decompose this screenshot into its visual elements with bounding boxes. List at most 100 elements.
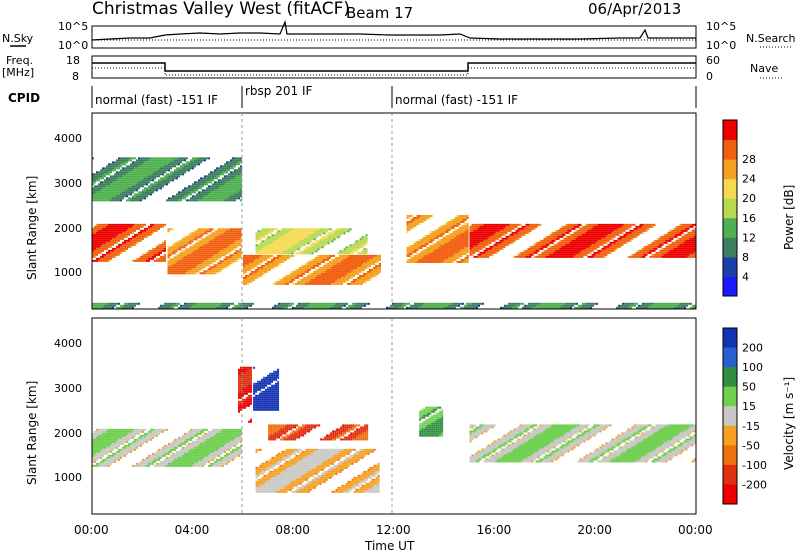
heatmap-cell	[677, 245, 680, 248]
heatmap-cell	[128, 245, 130, 248]
heatmap-cell	[643, 229, 646, 232]
heatmap-cell	[669, 255, 672, 258]
heatmap-cell	[112, 243, 114, 246]
heatmap-cell	[444, 230, 447, 233]
heatmap-cell	[685, 247, 688, 250]
heatmap-cell	[152, 227, 154, 230]
heatmap-cell	[122, 195, 124, 198]
heatmap-cell	[181, 238, 184, 241]
heatmap-cell	[122, 223, 124, 226]
heatmap-cell	[689, 235, 692, 238]
heatmap-cell	[201, 272, 204, 275]
heatmap-cell	[563, 229, 566, 232]
heatmap-cell	[231, 254, 234, 257]
heatmap-cell	[565, 239, 568, 242]
heatmap-cell	[495, 231, 498, 234]
heatmap-cell	[197, 232, 200, 235]
heatmap-cell	[179, 246, 182, 249]
heatmap-cell	[424, 242, 427, 245]
heatmap-cell	[251, 280, 253, 283]
heatmap-cell	[160, 255, 162, 258]
heatmap-cell	[305, 246, 308, 249]
heatmap-cell	[615, 223, 618, 226]
heatmap-cell	[199, 272, 202, 275]
heatmap-cell	[108, 189, 110, 192]
heatmap-cell	[337, 270, 339, 273]
heatmap-cell	[428, 258, 431, 261]
heatmap-cell	[118, 163, 120, 166]
heatmap-cell	[501, 229, 504, 232]
heatmap-cell	[493, 247, 496, 250]
heatmap-cell	[619, 223, 622, 226]
heatmap-cell	[291, 254, 293, 257]
heatmap-cell	[114, 191, 116, 194]
heatmap-cell	[553, 251, 556, 254]
heatmap-cell	[458, 214, 461, 217]
heatmap-cell	[426, 260, 429, 263]
heatmap-cell	[355, 270, 357, 273]
heatmap-cell	[551, 255, 554, 258]
heatmap-cell	[525, 229, 528, 232]
heatmap-cell	[479, 235, 482, 238]
heatmap-cell	[136, 259, 138, 262]
heatmap-cell	[185, 252, 188, 255]
heatmap-cell	[307, 262, 309, 265]
heatmap-cell	[426, 254, 429, 257]
heatmap-cell	[491, 237, 494, 240]
heatmap-cell	[434, 242, 437, 245]
heatmap-cell	[587, 233, 590, 236]
heatmap-cell	[279, 240, 282, 243]
heatmap-cell	[195, 236, 198, 239]
heatmap-cell	[565, 255, 568, 258]
heatmap-cell	[523, 253, 526, 256]
heatmap-cell	[94, 177, 96, 180]
heatmap-cell	[687, 241, 690, 244]
heatmap-cell	[601, 227, 604, 230]
heatmap-cell	[555, 253, 558, 256]
heatmap-cell	[677, 227, 680, 230]
heatmap-cell	[273, 252, 276, 255]
heatmap-cell	[551, 249, 554, 252]
heatmap-cell	[673, 245, 676, 248]
heatmap-cell	[635, 253, 638, 256]
heatmap-cell	[311, 236, 314, 239]
heatmap-cell	[209, 240, 212, 243]
heatmap-cell	[611, 247, 614, 250]
heatmap-cell	[283, 282, 285, 285]
heatmap-cell	[503, 229, 506, 232]
heatmap-cell	[106, 177, 108, 180]
heatmap-cell	[448, 254, 451, 257]
heatmap-cell	[317, 228, 320, 231]
nsky-panel	[91, 25, 697, 49]
heatmap-cell	[631, 235, 634, 238]
heatmap-cell	[436, 250, 439, 253]
heatmap-cell	[181, 242, 184, 245]
heatmap-cell	[237, 256, 240, 259]
heatmap-cell	[454, 218, 457, 221]
heatmap-cell	[339, 256, 341, 259]
heatmap-cell	[118, 235, 120, 238]
heatmap-cell	[156, 225, 158, 228]
heatmap-cell	[321, 256, 323, 259]
heatmap-cell	[130, 193, 132, 196]
heatmap-cell	[585, 235, 588, 238]
heatmap-cell	[130, 159, 132, 162]
heatmap-cell	[452, 226, 455, 229]
heatmap-cell	[120, 231, 122, 234]
heatmap-cell	[261, 252, 264, 255]
heatmap-cell	[412, 256, 415, 259]
heatmap-cell	[307, 230, 310, 233]
heatmap-cell	[416, 214, 419, 217]
heatmap-cell	[408, 248, 411, 251]
heatmap-cell	[120, 191, 122, 194]
heatmap-cell	[511, 237, 514, 240]
heatmap-cell	[373, 272, 375, 275]
heatmap-cell	[533, 247, 536, 250]
heatmap-cell	[209, 272, 212, 275]
heatmap-cell	[116, 163, 118, 166]
heatmap-cell	[116, 229, 118, 232]
heatmap-cell	[691, 225, 694, 228]
heatmap-cell	[219, 238, 222, 241]
heatmap-cell	[261, 266, 263, 269]
heatmap-cell	[469, 241, 472, 244]
